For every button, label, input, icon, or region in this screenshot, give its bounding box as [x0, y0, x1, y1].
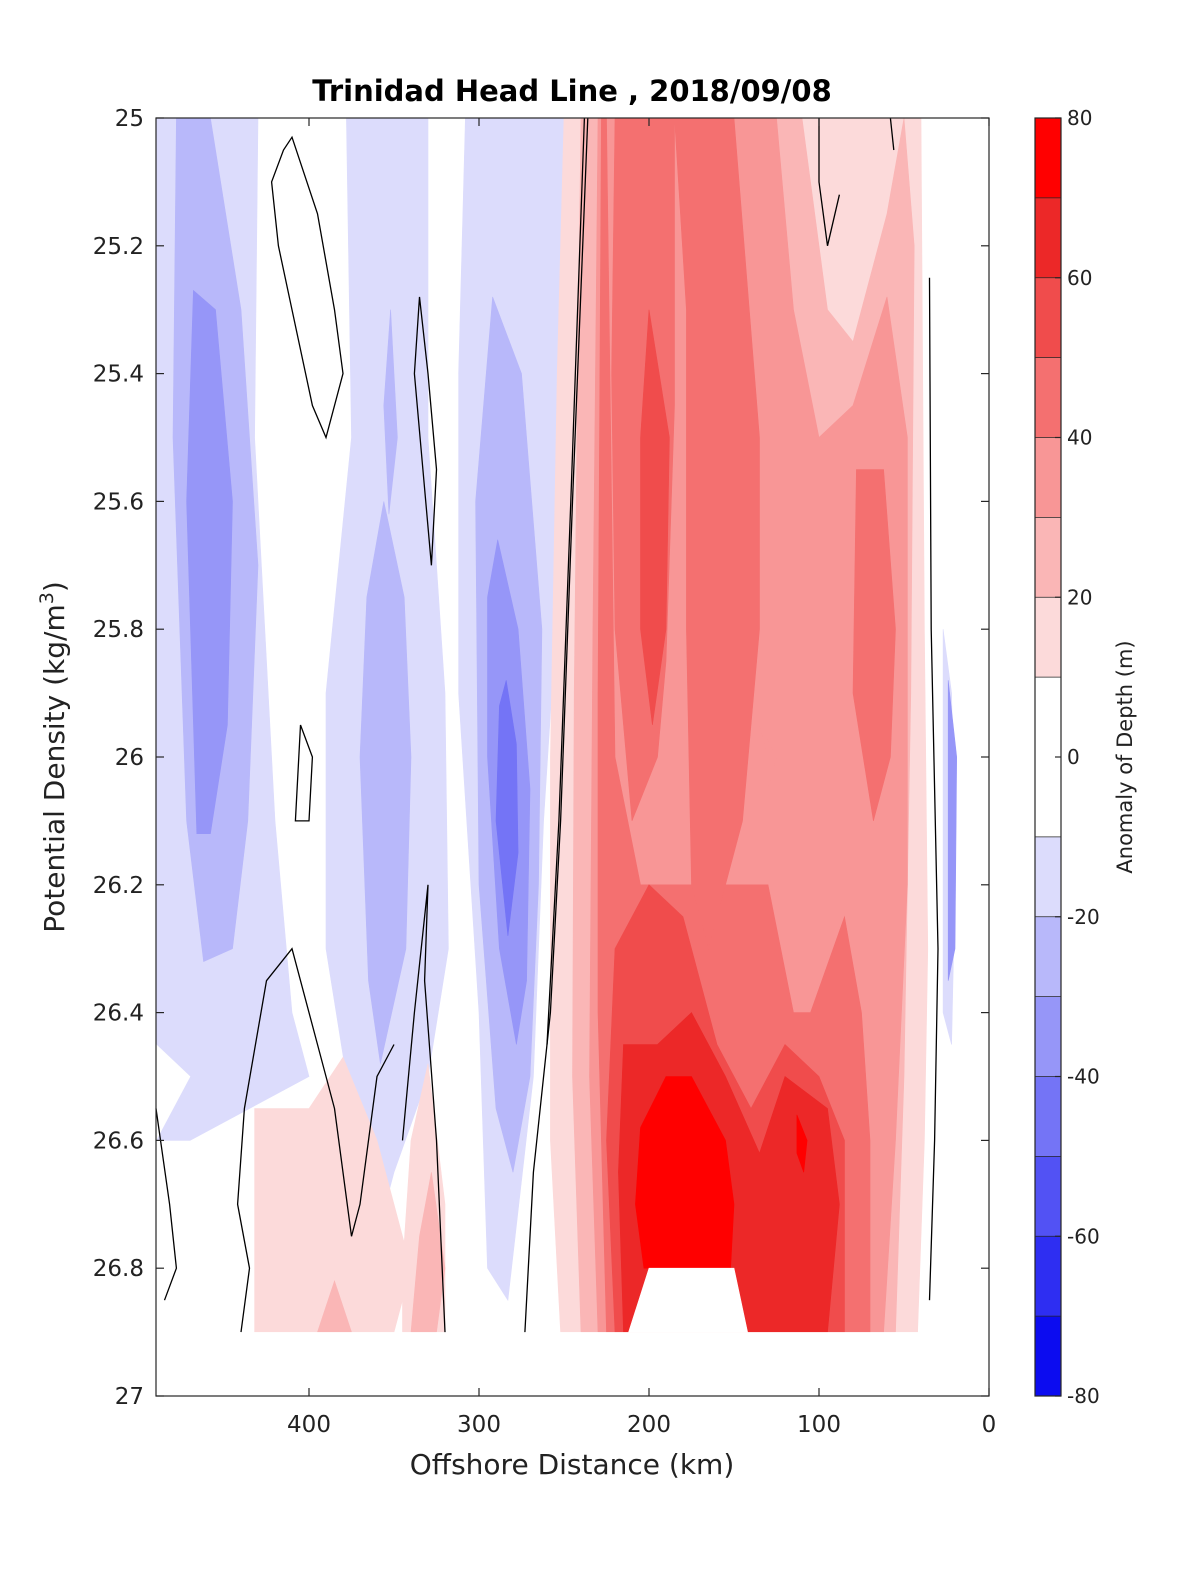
y-tick-label: 26.6 — [93, 1128, 144, 1154]
colorbar-swatch — [1035, 277, 1061, 358]
x-tick-label: 300 — [457, 1412, 501, 1438]
y-tick-label: 26 — [115, 745, 144, 771]
x-tick-label: 100 — [797, 1412, 841, 1438]
colorbar-tick-label: -40 — [1067, 1065, 1100, 1089]
contour-loop-1 — [270, 135, 344, 440]
y-tick-label: 26.4 — [93, 1001, 144, 1027]
pos-nearshore-40 — [852, 469, 896, 821]
neg-band-1-30 — [186, 289, 233, 835]
y-tick-label: 25 — [115, 106, 144, 132]
contour-loop-2 — [413, 296, 438, 566]
contour-offshore-edge — [155, 1108, 178, 1301]
pos-deep-70 — [635, 1076, 735, 1269]
colorbar-swatch — [1035, 357, 1061, 438]
colorbar-label: Anomaly of Depth (m) — [1113, 640, 1137, 873]
y-tick-label: 25.2 — [93, 234, 144, 260]
colorbar-tick-label: -20 — [1067, 905, 1100, 929]
pos-main-50 — [640, 309, 670, 726]
neg-band-2-20 — [359, 501, 412, 1064]
y-tick-label: 26.8 — [93, 1256, 144, 1282]
colorbar-swatch — [1035, 1316, 1061, 1396]
y-tick-label: 26.2 — [93, 873, 144, 899]
colorbar-swatch — [1035, 1236, 1061, 1317]
colorbar-tick-label: 20 — [1067, 585, 1092, 609]
colorbar-swatch — [1035, 836, 1061, 917]
x-tick-label: 400 — [287, 1412, 331, 1438]
contour-bottom-2 — [401, 884, 446, 1333]
colorbar-tick-label: -60 — [1067, 1224, 1100, 1248]
y-axis-label-superscript: 3 — [36, 592, 58, 604]
contour-loop-3 — [294, 724, 314, 822]
y-tick-label: 25.4 — [93, 362, 144, 388]
colorbar-swatch — [1035, 1076, 1061, 1157]
y-axis-label-main: Potential Density (kg/m — [38, 604, 71, 933]
contour-top-stub — [889, 117, 895, 151]
pos-deep-70-spot — [796, 1114, 808, 1173]
colorbar-swatch — [1035, 916, 1061, 997]
y-axis: 25 25.2 25.4 25.6 25.8 26 26.2 26.4 26.6 26.8 27 — [93, 106, 989, 1410]
neg-band-2-cap — [383, 309, 398, 515]
contour-top-right — [818, 118, 841, 246]
nearshore-neg-30 — [947, 680, 958, 981]
contour-bottom-1 — [236, 947, 395, 1333]
chart-title: Trinidad Head Line , 2018/09/08 — [312, 74, 832, 108]
contour-main-left-b — [546, 117, 586, 1045]
colorbar-tick-label: 0 — [1067, 745, 1080, 769]
y-tick-label: 25.6 — [93, 489, 144, 515]
colorbar-swatch — [1035, 437, 1061, 518]
plot-area — [155, 117, 989, 1396]
colorbar-tick-label: 60 — [1067, 266, 1092, 290]
x-axis-label: Offshore Distance (km) — [410, 1448, 735, 1481]
colorbar-swatch — [1035, 197, 1061, 278]
y-axis-label: Potential Density (kg/m3) — [36, 581, 71, 933]
x-axis: 400 300 200 100 0 — [287, 118, 996, 1438]
colorbar-tick-label: 80 — [1067, 106, 1092, 130]
colorbar-swatch — [1035, 996, 1061, 1077]
colorbar-swatch — [1035, 1156, 1061, 1237]
colorbar-ticks: 80 60 40 20 0 -20 -40 -60 -80 — [1055, 106, 1100, 1408]
contour-nearshore — [928, 277, 939, 1301]
y-tick-label: 25.8 — [93, 617, 144, 643]
contour-main-left — [524, 117, 589, 1333]
x-tick-label: 0 — [982, 1412, 997, 1438]
pos-main-30-edge — [759, 724, 777, 790]
no-data-notch — [628, 1267, 748, 1333]
no-data-bottom — [156, 1332, 989, 1396]
neg-band-3-40 — [495, 680, 519, 936]
colorbar-tick-label: -80 — [1067, 1384, 1100, 1408]
y-axis-label-close: ) — [38, 581, 71, 592]
zero-contours — [155, 117, 939, 1333]
colorbar-swatch — [1035, 517, 1061, 598]
y-tick-label: 27 — [115, 1384, 144, 1410]
colorbar-tick-label: 40 — [1067, 426, 1092, 450]
colorbar-swatch — [1035, 597, 1061, 678]
colorbar-swatch — [1035, 118, 1061, 198]
x-tick-label: 200 — [627, 1412, 671, 1438]
